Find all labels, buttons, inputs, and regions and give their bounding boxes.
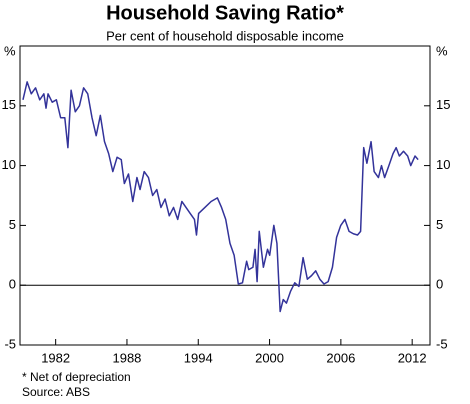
y2-axis-label: %	[436, 43, 448, 58]
y2-tick-label: -5	[436, 336, 448, 351]
x-tick-label: 1994	[184, 350, 213, 365]
x-tick-label: 2006	[326, 350, 355, 365]
chart-title: Household Saving Ratio*	[106, 2, 344, 24]
data-line	[22, 81, 419, 313]
chart-subtitle: Per cent of household disposable income	[106, 28, 344, 43]
x-tick-label: 2000	[255, 350, 284, 365]
y-tick-label: 15	[2, 97, 16, 112]
footnote: * Net of depreciation	[22, 370, 131, 384]
y-tick-label: 0	[9, 277, 16, 292]
x-tick-label: 2012	[398, 350, 427, 365]
y-tick-label: 10	[2, 157, 16, 172]
y-axis-label: %	[4, 43, 16, 58]
y-tick-label: 5	[9, 217, 16, 232]
x-tick-label: 1982	[41, 350, 70, 365]
y2-tick-label: 0	[436, 277, 443, 292]
x-tick-label: 1988	[112, 350, 141, 365]
y-tick-label: -5	[4, 336, 16, 351]
y2-tick-label: 5	[436, 217, 443, 232]
y2-tick-label: 10	[436, 157, 450, 172]
plot-frame	[19, 45, 431, 346]
y2-tick-label: 15	[436, 97, 450, 112]
source: Source: ABS	[22, 385, 90, 399]
